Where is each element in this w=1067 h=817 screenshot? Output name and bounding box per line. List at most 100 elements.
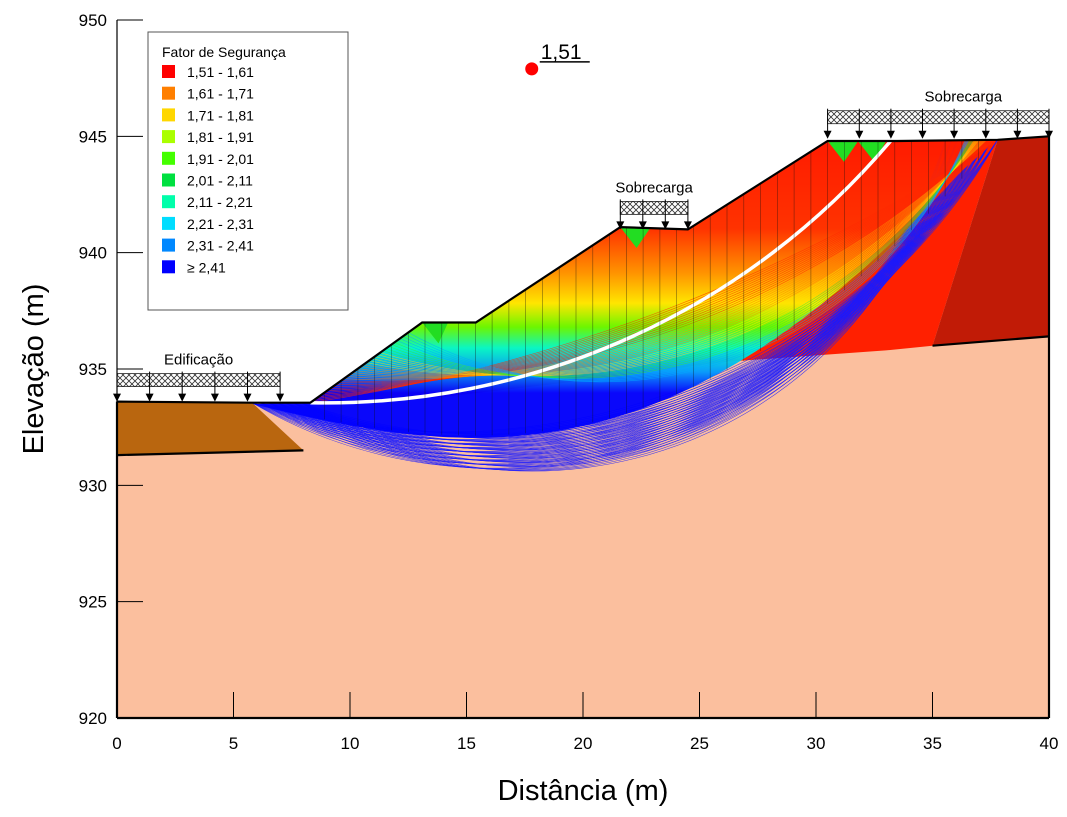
slip-surface-deep: [260, 139, 981, 445]
x-tick-label: 15: [457, 734, 476, 753]
slip-surface-wedge: [422, 322, 448, 344]
right-block-bottom-line: [932, 335, 1050, 347]
slip-surface-shallow: [363, 139, 981, 376]
load-hatch-box: [619, 200, 689, 215]
slip-surface-deep: [276, 140, 946, 470]
y-tick-label: 920: [79, 709, 107, 728]
right-block-soil: [932, 136, 1049, 346]
legend-entry-label: 2,31 - 2,41: [187, 238, 254, 254]
slip-surface-deep: [292, 140, 952, 467]
axes-layer: 0 5 10 15 20 25 30 35 40 920 925 930 935 940 945 950: [79, 11, 1059, 753]
legend-swatch: [162, 108, 175, 122]
legend-entry-label: 1,51 - 1,61: [187, 64, 254, 80]
slip-surface-deep: [268, 140, 946, 470]
slip-surface-deep: [251, 140, 952, 465]
x-tick-label: 30: [807, 734, 826, 753]
slip-surface-shallow: [360, 139, 982, 376]
legend-swatch: [162, 65, 175, 78]
slip-surface-shallow: [391, 139, 971, 378]
load-arrow-head: [616, 221, 625, 230]
legend-swatch: [162, 260, 175, 274]
surcharge-load-1: Edificação: [113, 352, 285, 402]
x-tick-label: 5: [229, 734, 238, 753]
legend-entry-label: 1,61 - 1,71: [187, 86, 254, 102]
y-tick-label: 940: [79, 244, 107, 263]
load-arrow-head: [638, 221, 647, 230]
slip-surface-deep: [251, 139, 981, 444]
slip-surface-shallow: [405, 140, 967, 382]
slip-surface-shallow: [374, 139, 977, 376]
load-arrow-head: [661, 221, 670, 230]
slip-surface-shallow: [355, 139, 984, 377]
slip-surface-shallow: [369, 139, 979, 376]
load-arrow-head: [981, 130, 990, 139]
load-hatch-box: [827, 110, 1050, 125]
load-arrow-head: [145, 393, 154, 402]
critical-slip-surface: [310, 139, 892, 405]
x-tick-label: 20: [574, 734, 593, 753]
load-label: Edificação: [164, 352, 233, 369]
legend-swatch: [162, 195, 175, 209]
load-arrow-head: [276, 393, 285, 402]
load-arrow-head: [823, 130, 832, 139]
slip-surface-shallow: [394, 139, 971, 379]
load-arrow-head: [855, 130, 864, 139]
y-tick-label: 950: [79, 11, 107, 30]
legend-entry-label: 1,91 - 2,01: [187, 151, 254, 167]
load-arrow-head: [886, 130, 895, 139]
slice-lines-layer: [324, 139, 996, 436]
slip-surface-shallow: [366, 139, 980, 376]
slip-surface-deep: [260, 140, 946, 469]
legend-title: Fator de Segurança: [162, 44, 286, 60]
slip-surface-shallow: [399, 140, 969, 380]
legend-swatch: [162, 130, 175, 144]
y-tick-label: 925: [79, 593, 107, 612]
surcharge-load-3: Sobrecarga: [823, 89, 1053, 139]
legend-swatch: [162, 216, 175, 230]
slip-surface-deep: [300, 140, 958, 463]
legend-entry-label: 2,01 - 2,11: [187, 173, 253, 189]
slip-surface-wedge: [827, 141, 858, 162]
slip-surface-deep: [300, 140, 964, 459]
slip-surface-shallow: [371, 139, 978, 376]
slip-surface-shallow: [352, 139, 985, 378]
load-hatch-box: [116, 373, 281, 388]
legend-entry-label: ≥ 2,41: [187, 259, 226, 275]
critical-center-dot: [525, 62, 539, 76]
slip-surface-deep: [300, 140, 952, 468]
load-arrow-head: [950, 130, 959, 139]
slip-surface-shallow: [402, 140, 968, 381]
slip-surface-deep: [284, 140, 946, 471]
load-arrow-head: [178, 393, 187, 402]
x-tick-label: 40: [1040, 734, 1059, 753]
y-axis-title: Elevação (m): [18, 284, 50, 455]
x-tick-label: 10: [341, 734, 360, 753]
slip-surfaces-layer: [251, 138, 998, 472]
slip-surface-shallow: [408, 140, 966, 383]
legend-entry-label: 1,81 - 1,91: [187, 129, 254, 145]
legend: Fator de Segurança 1,51 - 1,61 1,61 - 1,7…: [147, 31, 349, 311]
x-tick-label: 35: [923, 734, 942, 753]
load-arrow-head: [243, 393, 252, 402]
slip-surface-shallow: [388, 139, 972, 378]
y-tick-label: 935: [79, 360, 107, 379]
slip-surface-deep: [300, 140, 946, 472]
left-fill-soil: [117, 401, 304, 456]
x-axis-title: Distância (m): [498, 775, 669, 807]
critical-fs-label: 1,51: [541, 41, 582, 64]
load-arrow-head: [1045, 130, 1053, 139]
slip-surface-deep: [260, 140, 952, 465]
load-arrow-head: [1013, 130, 1022, 139]
legend-entry-label: 2,21 - 2,31: [187, 216, 254, 232]
left-fill-bottom-line: [116, 449, 304, 457]
load-label: Sobrecarga: [925, 89, 1003, 106]
legend-swatch: [162, 86, 175, 100]
surcharge-load-2: Sobrecarga: [615, 179, 694, 230]
load-arrow-head: [683, 221, 692, 230]
x-tick-label: 0: [112, 734, 121, 753]
slip-surface-shallow: [385, 139, 973, 378]
load-label: Sobrecarga: [615, 179, 693, 196]
slip-surface-shallow: [383, 139, 974, 377]
critical-slip-center: 1,51: [525, 41, 590, 76]
